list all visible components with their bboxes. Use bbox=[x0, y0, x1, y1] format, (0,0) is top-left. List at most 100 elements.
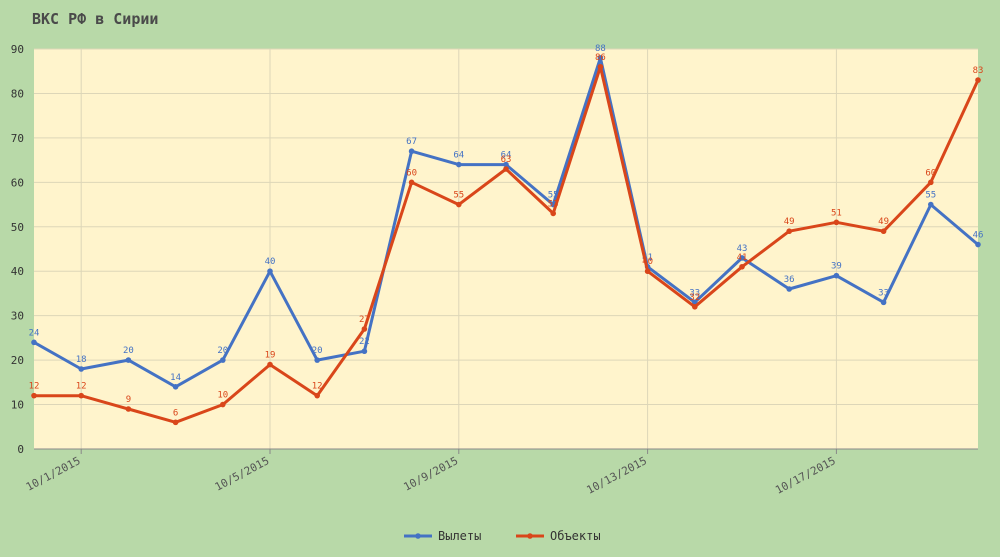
data-point bbox=[597, 63, 604, 70]
data-label: 6 bbox=[173, 408, 178, 418]
data-label: 12 bbox=[312, 382, 323, 392]
data-label: 55 bbox=[925, 191, 936, 201]
data-label: 20 bbox=[217, 346, 228, 356]
data-point bbox=[220, 401, 226, 408]
x-tick-label: 10/17/2015 bbox=[773, 454, 838, 497]
y-tick-label: 0 bbox=[17, 443, 24, 456]
y-tick-label: 90 bbox=[11, 43, 24, 56]
data-point bbox=[31, 392, 37, 399]
data-point bbox=[456, 201, 462, 208]
data-label: 20 bbox=[312, 346, 323, 356]
data-label: 41 bbox=[642, 253, 653, 263]
data-point bbox=[928, 201, 934, 208]
legend-marker bbox=[415, 533, 421, 539]
data-point bbox=[550, 210, 556, 217]
x-tick-label: 10/5/2015 bbox=[213, 454, 272, 493]
data-point bbox=[975, 241, 981, 248]
data-point bbox=[786, 286, 792, 292]
data-point bbox=[408, 179, 415, 186]
y-tick-label: 10 bbox=[11, 399, 24, 412]
data-point bbox=[597, 55, 604, 61]
data-label: 41 bbox=[737, 253, 748, 263]
data-point bbox=[31, 339, 37, 346]
data-point bbox=[125, 406, 132, 412]
data-label: 60 bbox=[406, 168, 417, 178]
data-label: 22 bbox=[359, 337, 370, 347]
x-tick-label: 10/13/2015 bbox=[584, 454, 649, 497]
data-label: 18 bbox=[76, 355, 87, 365]
data-point bbox=[739, 263, 745, 270]
data-label: 12 bbox=[76, 382, 87, 392]
data-label: 55 bbox=[453, 191, 464, 201]
data-label: 67 bbox=[406, 137, 417, 147]
data-label: 40 bbox=[265, 257, 276, 267]
data-label: 55 bbox=[548, 191, 559, 201]
data-point bbox=[78, 366, 84, 372]
data-label: 40 bbox=[642, 257, 653, 267]
data-label: 60 bbox=[925, 168, 936, 178]
data-label: 49 bbox=[878, 217, 889, 227]
data-point bbox=[314, 357, 321, 363]
data-point bbox=[361, 348, 368, 355]
data-point bbox=[78, 392, 84, 399]
data-label: 46 bbox=[973, 231, 984, 241]
data-label: 14 bbox=[170, 373, 181, 383]
data-point bbox=[833, 272, 840, 279]
data-point bbox=[220, 357, 226, 363]
data-label: 88 bbox=[595, 44, 606, 54]
data-point bbox=[314, 392, 321, 399]
data-point bbox=[172, 383, 179, 390]
legend-label: Вылеты bbox=[438, 529, 481, 543]
data-point bbox=[125, 357, 132, 363]
x-tick-label: 10/9/2015 bbox=[401, 454, 460, 493]
data-label: 83 bbox=[973, 66, 984, 76]
y-tick-label: 40 bbox=[11, 265, 24, 278]
data-point bbox=[503, 161, 509, 168]
y-tick-label: 20 bbox=[11, 354, 24, 367]
data-point bbox=[267, 361, 273, 368]
data-label: 64 bbox=[501, 151, 512, 161]
data-label: 19 bbox=[265, 351, 276, 361]
data-label: 43 bbox=[737, 244, 748, 254]
plot-area bbox=[34, 49, 978, 449]
data-label: 33 bbox=[689, 288, 700, 298]
y-tick-label: 60 bbox=[11, 176, 24, 189]
data-label: 49 bbox=[784, 217, 795, 227]
legend-marker bbox=[527, 533, 533, 539]
x-tick-label: 10/1/2015 bbox=[24, 454, 83, 493]
data-label: 53 bbox=[548, 199, 559, 209]
data-label: 27 bbox=[359, 315, 370, 325]
data-point bbox=[361, 326, 368, 332]
data-point bbox=[928, 179, 934, 186]
data-label: 86 bbox=[595, 53, 606, 63]
data-point bbox=[267, 268, 273, 275]
data-label: 33 bbox=[878, 288, 889, 298]
data-label: 12 bbox=[29, 382, 40, 392]
data-label: 10 bbox=[217, 391, 228, 401]
data-label: 20 bbox=[123, 346, 134, 356]
data-label: 63 bbox=[501, 155, 512, 165]
legend-label: Объекты bbox=[550, 529, 601, 543]
data-label: 9 bbox=[126, 395, 131, 405]
data-label: 51 bbox=[831, 208, 842, 218]
data-point bbox=[739, 255, 745, 261]
data-label: 36 bbox=[784, 275, 795, 285]
data-point bbox=[786, 228, 792, 235]
data-label: 32 bbox=[689, 293, 700, 303]
y-tick-label: 70 bbox=[11, 132, 24, 145]
data-point bbox=[833, 219, 840, 226]
chart-title: ВКС РФ в Сирии bbox=[32, 10, 159, 28]
y-tick-label: 50 bbox=[11, 221, 24, 234]
data-point bbox=[503, 166, 509, 172]
data-point bbox=[172, 419, 179, 426]
data-label: 24 bbox=[29, 328, 40, 338]
data-point bbox=[456, 161, 462, 168]
data-point bbox=[880, 228, 887, 235]
data-label: 64 bbox=[453, 151, 464, 161]
data-point bbox=[408, 148, 415, 155]
data-point bbox=[644, 268, 651, 275]
y-tick-label: 80 bbox=[11, 87, 24, 100]
y-tick-label: 30 bbox=[11, 310, 24, 323]
